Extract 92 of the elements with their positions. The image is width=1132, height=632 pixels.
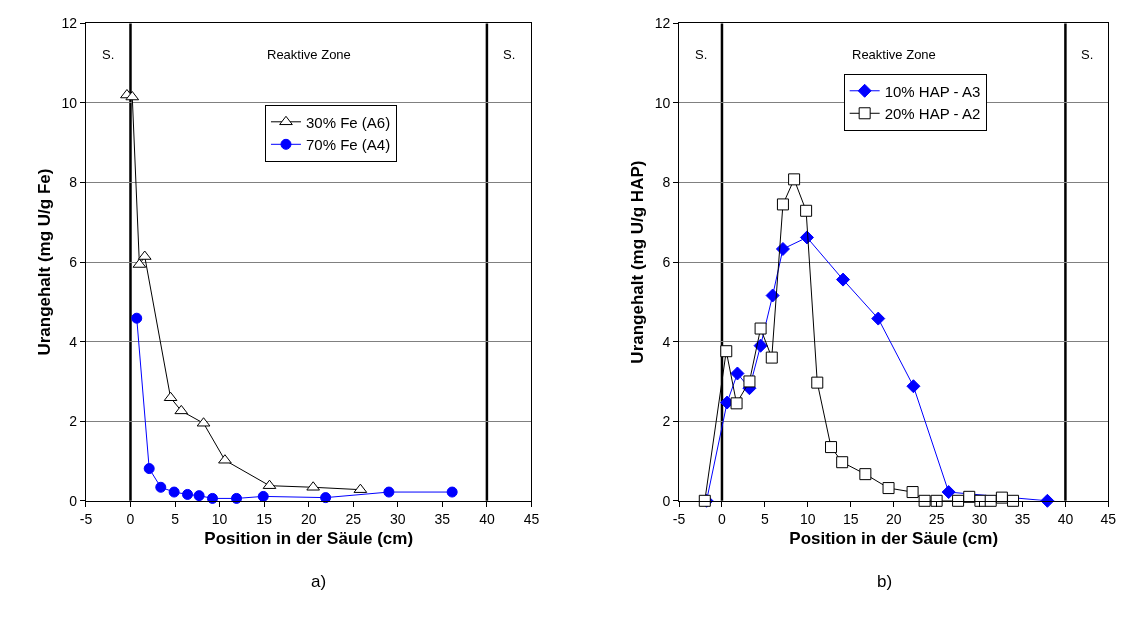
y-tick-label: 2 <box>662 413 671 430</box>
x-tick-label: 40 <box>1057 510 1074 527</box>
y-tick-label: 4 <box>662 333 671 350</box>
point <box>193 490 205 502</box>
y-tick-label: 10 <box>654 94 671 111</box>
x-tick-label: 35 <box>1014 510 1031 527</box>
point <box>383 486 395 498</box>
y-tick-label: 6 <box>662 254 671 270</box>
point <box>730 366 745 381</box>
y-tick-label: 0 <box>662 492 671 509</box>
legend-label: 30% Fe (A6) <box>305 113 391 131</box>
x-tick-label: 10 <box>211 510 228 527</box>
point <box>168 486 180 498</box>
point <box>231 492 243 504</box>
point <box>131 312 143 324</box>
x-axis-title: Position in der Säule (cm) <box>204 529 414 548</box>
point <box>143 463 155 475</box>
x-tick-label: 5 <box>171 510 180 527</box>
point <box>825 441 838 454</box>
y-tick-label: 4 <box>69 333 78 350</box>
x-tick-label: 30 <box>390 510 406 527</box>
annotation: S. <box>695 47 708 62</box>
point <box>906 379 921 394</box>
x-tick-label: 40 <box>479 510 495 527</box>
point <box>800 204 813 217</box>
legend-label: 70% Fe (A4) <box>305 136 391 154</box>
point <box>882 482 895 495</box>
point <box>1007 494 1020 507</box>
point <box>906 486 919 499</box>
x-tick-label: 15 <box>842 510 859 527</box>
point <box>776 198 789 211</box>
point <box>788 173 801 186</box>
annotation: Reaktive Zone <box>267 47 351 62</box>
point <box>163 391 178 402</box>
y-axis-title: Urangehalt (mg U/g HAP) <box>628 160 648 364</box>
point <box>730 397 743 410</box>
point <box>941 485 956 500</box>
point <box>174 404 189 415</box>
x-tick-label: 0 <box>126 510 135 527</box>
point <box>811 376 824 389</box>
y-tick-label: 6 <box>69 254 78 270</box>
x-tick-label: 25 <box>345 510 362 527</box>
y-tick-label: 0 <box>69 492 78 509</box>
y-axis-title: Urangehalt (mg U/g Fe) <box>35 168 55 356</box>
x-tick-label: 0 <box>718 510 727 527</box>
x-tick-label: 45 <box>523 510 540 527</box>
point <box>320 492 332 504</box>
point <box>206 492 218 504</box>
point <box>859 468 872 481</box>
point <box>836 272 851 287</box>
y-tick-label: 8 <box>69 174 78 191</box>
point <box>720 345 733 358</box>
x-tick-label: 15 <box>256 510 273 527</box>
point <box>743 375 756 388</box>
x-tick-label: 25 <box>928 510 945 527</box>
point <box>257 490 269 502</box>
point <box>1040 493 1055 508</box>
point <box>871 311 886 326</box>
y-tick-label: 2 <box>69 413 78 430</box>
y-tick-label: 8 <box>662 174 671 191</box>
point <box>218 454 232 464</box>
x-axis-title: Position in der Säule (cm) <box>789 529 999 548</box>
point <box>918 494 931 507</box>
legend-label: 20% HAP - A2 <box>884 105 981 123</box>
text: b) <box>877 572 893 591</box>
annotation: S. <box>1081 47 1094 62</box>
point <box>765 351 778 364</box>
point <box>446 486 458 498</box>
y-tick-label: 12 <box>654 15 671 32</box>
point <box>930 494 943 507</box>
y-tick-label: 10 <box>61 94 78 111</box>
x-tick-label: 5 <box>761 510 769 527</box>
x-tick-label: -5 <box>79 510 93 527</box>
annotation: S. <box>503 47 516 62</box>
point <box>754 322 767 335</box>
annotation: S. <box>102 47 115 62</box>
x-tick-label: 35 <box>434 510 451 527</box>
y-tick-label: 12 <box>61 15 78 32</box>
x-tick-label: 10 <box>800 510 816 527</box>
x-tick-label: -5 <box>672 510 686 527</box>
x-tick-label: 20 <box>885 510 902 527</box>
text: a) <box>311 572 327 591</box>
x-tick-label: 30 <box>971 510 988 527</box>
point <box>155 481 167 493</box>
point <box>995 491 1008 504</box>
point <box>836 456 849 469</box>
annotation: Reaktive Zone <box>852 47 936 62</box>
point <box>765 288 780 303</box>
point <box>182 488 194 500</box>
x-tick-label: 45 <box>1100 510 1117 527</box>
x-tick-label: 20 <box>300 510 317 527</box>
legend-label: 10% HAP - A3 <box>884 82 981 100</box>
